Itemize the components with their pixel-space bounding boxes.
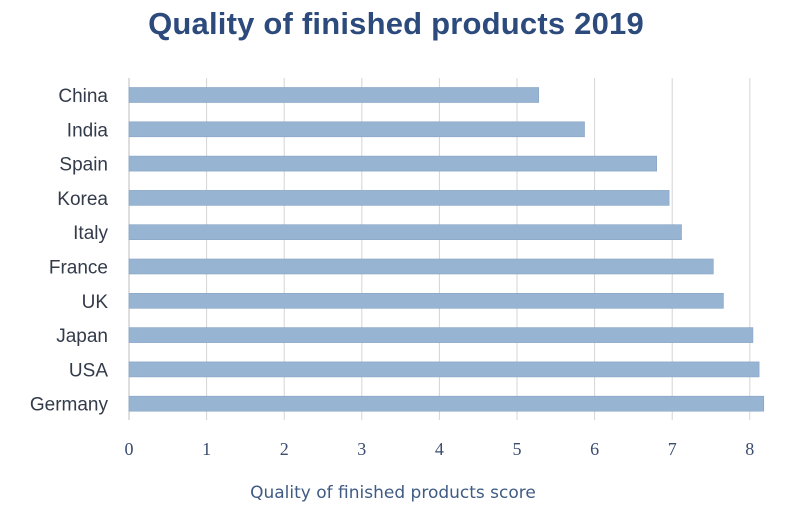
- bar-china: [128, 87, 540, 103]
- category-label: India: [67, 120, 109, 141]
- bars: [128, 87, 765, 412]
- category-label: USA: [69, 360, 108, 381]
- x-tick-label: 3: [357, 439, 366, 459]
- x-tick-labels: 0 1 2 3 4 5 6 7 8: [125, 439, 755, 459]
- x-tick-label: 2: [280, 439, 289, 459]
- bar-uk: [128, 292, 724, 309]
- category-labels: China India Spain Korea Italy France UK Japan US…: [30, 86, 109, 416]
- bar-korea: [128, 190, 670, 206]
- category-label: Korea: [57, 189, 108, 210]
- bar-france: [128, 258, 714, 275]
- category-label: Italy: [73, 223, 108, 244]
- x-tick-label: 1: [202, 439, 211, 459]
- bar-spain: [128, 155, 657, 172]
- x-tick-label: 4: [435, 439, 444, 459]
- category-label: Japan: [56, 326, 108, 347]
- category-label: Spain: [59, 155, 108, 176]
- x-tick-label: 5: [513, 439, 522, 459]
- chart-title: Quality of finished products 2019: [148, 6, 644, 41]
- bar-italy: [128, 224, 682, 240]
- category-label: France: [49, 258, 108, 279]
- category-label: China: [58, 86, 108, 107]
- x-tick-label: 6: [590, 439, 599, 459]
- category-label: UK: [82, 292, 109, 313]
- bar-usa: [128, 361, 760, 378]
- category-label: Germany: [30, 395, 109, 416]
- bar-japan: [128, 327, 754, 343]
- bar-germany: [128, 395, 765, 412]
- bar-india: [128, 121, 585, 138]
- x-tick-label: 7: [668, 439, 677, 459]
- x-tick-label: 8: [745, 439, 754, 459]
- x-tick-label: 0: [125, 439, 134, 459]
- x-axis-title: Quality of finished products score: [250, 483, 536, 503]
